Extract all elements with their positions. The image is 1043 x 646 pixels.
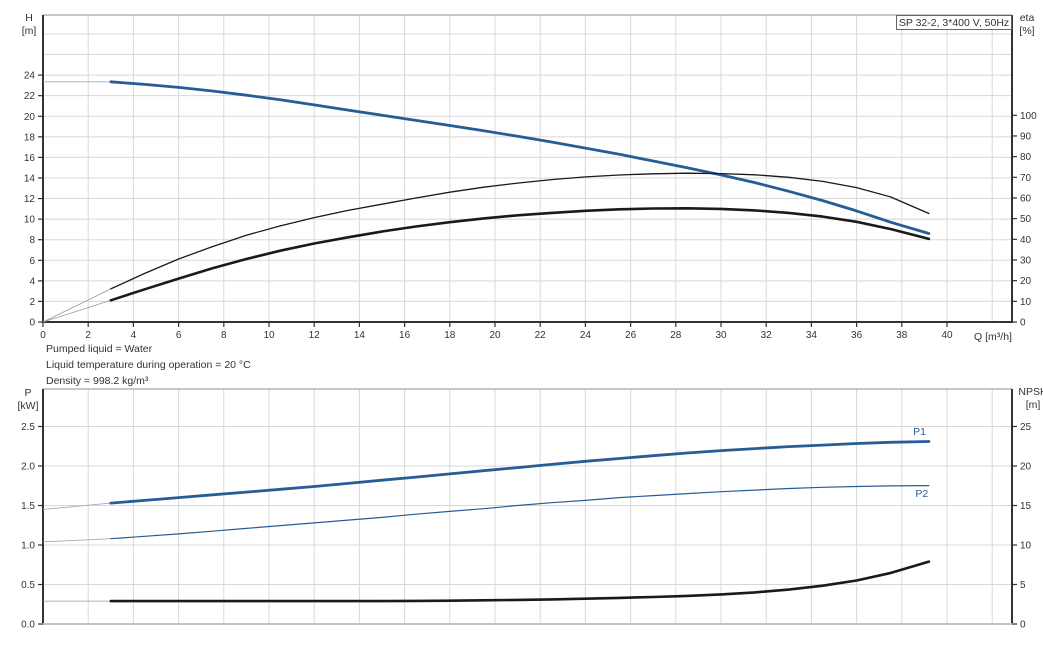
right-tick-label: 25 bbox=[1020, 422, 1032, 433]
x-tick-label: 34 bbox=[806, 330, 818, 341]
right-tick-label: 20 bbox=[1020, 276, 1032, 287]
right-tick-label: 10 bbox=[1020, 297, 1032, 308]
p1-curve-label: P1 bbox=[913, 426, 926, 439]
x-tick-label: 18 bbox=[444, 330, 456, 341]
left-tick-label: 12 bbox=[24, 194, 36, 205]
left-tick-label: 2 bbox=[29, 297, 35, 308]
p1-curve bbox=[42, 440, 931, 510]
x-tick-label: 28 bbox=[670, 330, 682, 341]
p2-curve bbox=[42, 485, 930, 543]
left-tick-label: 8 bbox=[29, 235, 35, 246]
plot-borders bbox=[42, 388, 1013, 625]
left-tick-label: 4 bbox=[29, 276, 35, 287]
model-designation-box: SP 32-2, 3*400 V, 50Hz bbox=[896, 15, 1012, 30]
right-tick-label: 80 bbox=[1020, 152, 1032, 163]
x-tick-label: 12 bbox=[309, 330, 321, 341]
x-tick-label: 26 bbox=[625, 330, 637, 341]
left-tick-label: 0.5 bbox=[21, 580, 35, 591]
eta-pump-motor-curve bbox=[42, 207, 931, 323]
right-tick-label: 50 bbox=[1020, 214, 1032, 225]
x-tick-label: 24 bbox=[580, 330, 592, 341]
npsh-curve bbox=[43, 560, 931, 603]
right-tick-label: 60 bbox=[1020, 193, 1032, 204]
left-tick-label: 0.0 bbox=[21, 620, 35, 631]
grid-lines bbox=[43, 389, 1012, 624]
upper-right-axis-title: eta [%] bbox=[1019, 12, 1035, 37]
left-tick-label: 10 bbox=[24, 215, 36, 226]
right-tick-label: 5 bbox=[1020, 580, 1026, 591]
x-tick-label: 38 bbox=[896, 330, 908, 341]
x-tick-label: 40 bbox=[941, 330, 953, 341]
left-tick-label: 18 bbox=[24, 132, 36, 143]
left-tick-label: 6 bbox=[29, 256, 35, 267]
x-tick-label: 16 bbox=[399, 330, 411, 341]
x-tick-label: 22 bbox=[535, 330, 547, 341]
density-line: Density = 998.2 kg/m³ bbox=[46, 375, 149, 387]
plot-borders bbox=[42, 14, 1013, 323]
right-tick-label: 20 bbox=[1020, 462, 1032, 473]
right-tick-label: 70 bbox=[1020, 173, 1032, 184]
left-tick-label: 0 bbox=[29, 318, 35, 329]
x-tick-label: 6 bbox=[176, 330, 182, 341]
left-tick-label: 16 bbox=[24, 153, 36, 164]
right-tick-label: 100 bbox=[1020, 111, 1037, 122]
p2-curve-label: P2 bbox=[915, 488, 929, 501]
left-tick-label: 2.5 bbox=[21, 422, 35, 433]
right-axis-ticks: 0 10 20 30 40 50 60 70 80 90 100 bbox=[1012, 111, 1037, 329]
right-axis-ticks: 0 5 10 15 20 25 bbox=[1012, 422, 1032, 631]
right-tick-label: 10 bbox=[1020, 541, 1032, 552]
grid-lines bbox=[43, 15, 1012, 322]
left-tick-label: 1.0 bbox=[21, 541, 35, 552]
left-tick-label: 14 bbox=[24, 173, 36, 184]
upper-left-axis-title: H [m] bbox=[21, 12, 37, 37]
lower-chart: 0.0 0.5 1.0 1.5 2.0 2.5 0 5 10 15 20 25 bbox=[21, 388, 1032, 631]
left-tick-label: 1.5 bbox=[21, 501, 35, 512]
x-tick-label: 36 bbox=[851, 330, 863, 341]
lower-right-axis-title: NPSH[m] bbox=[1018, 386, 1043, 411]
x-tick-label: 32 bbox=[761, 330, 773, 341]
left-axis-ticks: 0.0 0.5 1.0 1.5 2.0 2.5 bbox=[21, 422, 43, 631]
pumped-liquid-line: Pumped liquid = Water bbox=[46, 343, 153, 355]
x-tick-label: 20 bbox=[489, 330, 501, 341]
lower-left-axis-title: P [kW] bbox=[17, 387, 39, 412]
x-tick-label: 4 bbox=[131, 330, 137, 341]
right-tick-label: 0 bbox=[1020, 620, 1026, 631]
right-tick-label: 0 bbox=[1020, 318, 1026, 329]
right-tick-label: 15 bbox=[1020, 501, 1032, 512]
x-tick-label: 14 bbox=[354, 330, 366, 341]
x-tick-label: 2 bbox=[85, 330, 91, 341]
liquid-info-block: Pumped liquid = Water Liquid temperature… bbox=[46, 341, 251, 389]
right-tick-label: 30 bbox=[1020, 255, 1032, 266]
left-tick-label: 22 bbox=[24, 91, 36, 102]
left-tick-label: 2.0 bbox=[21, 462, 35, 473]
right-tick-label: 90 bbox=[1020, 131, 1032, 142]
x-tick-label: 10 bbox=[263, 330, 275, 341]
left-tick-label: 20 bbox=[24, 112, 36, 123]
x-axis-title: Q [m³/h] bbox=[974, 331, 1012, 343]
liquid-temperature-line: Liquid temperature during operation = 20… bbox=[46, 359, 251, 371]
head-curve bbox=[43, 80, 931, 235]
right-tick-label: 40 bbox=[1020, 235, 1032, 246]
model-designation-label: SP 32-2, 3*400 V, 50Hz bbox=[898, 17, 1010, 29]
x-axis-ticks: 0 2 4 6 8 10 12 14 16 18 20 22 24 26 28 30 32 34 36 38 40 bbox=[40, 322, 953, 341]
left-tick-label: 24 bbox=[24, 71, 36, 82]
x-tick-label: 30 bbox=[715, 330, 727, 341]
upper-chart: 0246810121416182022240102030405060708090… bbox=[24, 14, 1037, 341]
x-tick-label: 0 bbox=[40, 330, 46, 341]
eta-pump-curve bbox=[42, 172, 930, 323]
x-tick-label: 8 bbox=[221, 330, 227, 341]
